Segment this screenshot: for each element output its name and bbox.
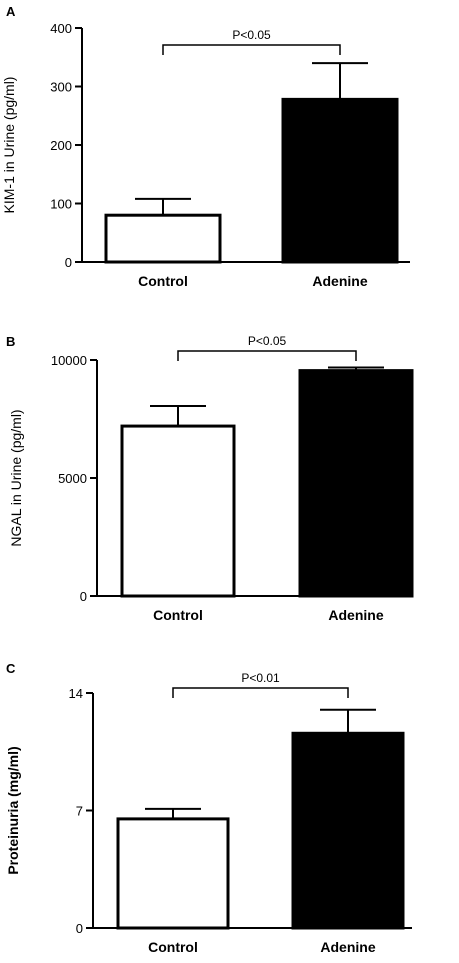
- y-tick-label: 5000: [58, 471, 87, 486]
- y-tick-label: 0: [76, 921, 83, 936]
- y-axis-title: KIM-1 in Urine (pg/ml): [1, 77, 17, 214]
- x-tick-label: Adenine: [320, 939, 375, 955]
- x-tick-label: Adenine: [328, 607, 383, 623]
- bar-control: [104, 213, 222, 264]
- y-tick-label: 10000: [51, 353, 87, 368]
- chart-panel-c: C 0 7 14 Proteinuria (mg/ml) Control Adenine P<…: [5, 661, 412, 955]
- y-tick-label: 0: [80, 589, 87, 604]
- significance-bracket: [172, 687, 349, 698]
- y-axis-title: Proteinuria (mg/ml): [5, 746, 21, 874]
- panel-letter: A: [6, 4, 16, 19]
- significance-label: P<0.05: [248, 334, 287, 348]
- significance-label: P<0.05: [232, 28, 271, 42]
- bar-adenine: [298, 369, 414, 598]
- bar-adenine: [291, 731, 405, 930]
- y-tick-label: 300: [50, 80, 72, 95]
- significance-bracket: [162, 44, 341, 55]
- significance-bracket: [177, 350, 357, 361]
- panel-letter: B: [6, 334, 15, 349]
- y-tick-label: 100: [50, 197, 72, 212]
- bar-control: [120, 424, 236, 598]
- panel-letter: C: [6, 661, 16, 676]
- significance-label: P<0.01: [241, 671, 280, 685]
- bar-adenine: [281, 97, 399, 264]
- y-tick-label: 200: [50, 138, 72, 153]
- y-tick-label: 14: [69, 686, 83, 701]
- x-tick-label: Adenine: [312, 273, 367, 289]
- chart-panel-a: A 0 100 200 300 400 KIM-1 in Urine (pg/ml) Cont…: [1, 4, 410, 289]
- x-tick-label: Control: [153, 607, 203, 623]
- y-tick-label: 7: [76, 804, 83, 819]
- y-tick-label: 0: [65, 255, 72, 270]
- y-tick-label: 400: [50, 21, 72, 36]
- y-axis-title: NGAL in Urine (pg/ml): [8, 409, 24, 546]
- chart-panel-b: B 0 5000 10000 NGAL in Urine (pg/ml) Control A…: [6, 334, 414, 623]
- bar-control: [116, 817, 230, 930]
- x-tick-label: Control: [148, 939, 198, 955]
- x-tick-label: Control: [138, 273, 188, 289]
